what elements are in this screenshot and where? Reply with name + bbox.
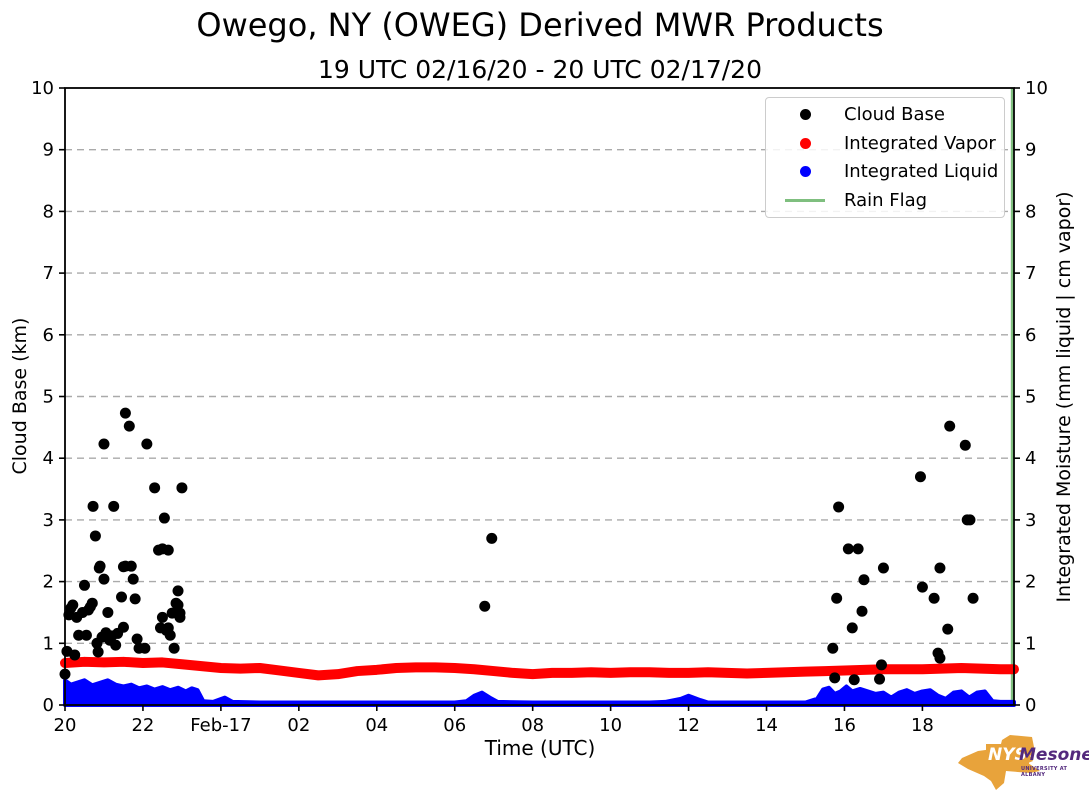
- chart-subtitle: 19 UTC 02/16/20 - 20 UTC 02/17/20: [317, 55, 762, 84]
- svg-text:1: 1: [43, 633, 54, 654]
- svg-text:2: 2: [1025, 572, 1036, 593]
- legend-item-integrated-liquid: Integrated Liquid: [766, 158, 1004, 187]
- svg-text:10: 10: [599, 715, 622, 736]
- cloud-base-marker-icon: [799, 108, 811, 120]
- svg-text:4: 4: [43, 448, 54, 469]
- svg-text:8: 8: [43, 201, 54, 222]
- svg-text:18: 18: [911, 715, 934, 736]
- y-axis-label-left: Cloud Base (km): [9, 317, 31, 475]
- svg-text:10: 10: [31, 78, 54, 99]
- gridlines: [65, 148, 1014, 644]
- integrated-vapor-marker-icon: [799, 137, 811, 149]
- svg-text:08: 08: [521, 715, 544, 736]
- svg-text:2: 2: [43, 572, 54, 593]
- integrated-liquid-area: [63, 678, 1016, 707]
- svg-text:4: 4: [1025, 448, 1036, 469]
- legend-label: Rain Flag: [844, 190, 928, 212]
- y-axis-ticks-left: 0 1 2 3 4 5 6 7 8 9 10: [31, 78, 65, 716]
- svg-text:9: 9: [43, 140, 54, 161]
- cloud-base-points: [59, 407, 979, 686]
- svg-text:7: 7: [1025, 263, 1036, 284]
- legend-item-cloud-base: Cloud Base: [766, 100, 1004, 129]
- svg-text:1: 1: [1025, 633, 1036, 654]
- svg-text:3: 3: [1025, 510, 1036, 531]
- svg-text:8: 8: [1025, 201, 1036, 222]
- legend-item-integrated-vapor: Integrated Vapor: [766, 129, 1004, 158]
- svg-text:02: 02: [287, 715, 310, 736]
- rain-flag-marker-icon: [785, 199, 825, 202]
- legend: Cloud Base Integrated Vapor Integrated L…: [765, 97, 1005, 218]
- chart-title: Owego, NY (OWEG) Derived MWR Products: [196, 6, 884, 44]
- svg-text:10: 10: [1025, 78, 1048, 99]
- legend-item-rain-flag: Rain Flag: [766, 186, 1004, 215]
- legend-label: Cloud Base: [844, 103, 945, 125]
- svg-text:22: 22: [131, 715, 154, 736]
- y-axis-label-right: Integrated Moisture (mm liquid | cm vapo…: [1053, 191, 1075, 603]
- logo-name-text: Mesonet: [1019, 745, 1089, 765]
- svg-text:9: 9: [1025, 140, 1036, 161]
- logo-tagline-text: UNIVERSITY AT ALBANY: [1021, 766, 1068, 778]
- svg-text:12: 12: [677, 715, 700, 736]
- x-axis-label: Time (UTC): [484, 736, 596, 760]
- legend-label: Integrated Vapor: [844, 132, 996, 154]
- nys-mesonet-logo: NYS Mesonet UNIVERSITY AT ALBANY: [950, 726, 1089, 801]
- logo-org-text: NYS: [986, 744, 1029, 766]
- svg-text:3: 3: [43, 510, 54, 531]
- svg-text:Feb-17: Feb-17: [190, 715, 251, 736]
- svg-text:14: 14: [755, 715, 778, 736]
- x-axis-ticks: 20 22 Feb-17 02 04 06 08 10 12 14 16 18: [54, 705, 934, 736]
- svg-text:06: 06: [443, 715, 466, 736]
- svg-text:04: 04: [365, 715, 388, 736]
- svg-text:5: 5: [1025, 387, 1036, 408]
- y-axis-ticks-right: 0 1 2 3 4 5 6 7 8 9 10: [1014, 78, 1048, 716]
- svg-text:16: 16: [833, 715, 856, 736]
- legend-label: Integrated Liquid: [844, 161, 999, 183]
- svg-text:5: 5: [43, 387, 54, 408]
- svg-text:7: 7: [43, 263, 54, 284]
- integrated-vapor-line: [60, 656, 1019, 681]
- svg-text:0: 0: [1025, 695, 1036, 716]
- integrated-liquid-marker-icon: [799, 166, 811, 178]
- svg-text:0: 0: [43, 695, 54, 716]
- svg-text:20: 20: [54, 715, 77, 736]
- svg-text:6: 6: [1025, 325, 1036, 346]
- svg-text:6: 6: [43, 325, 54, 346]
